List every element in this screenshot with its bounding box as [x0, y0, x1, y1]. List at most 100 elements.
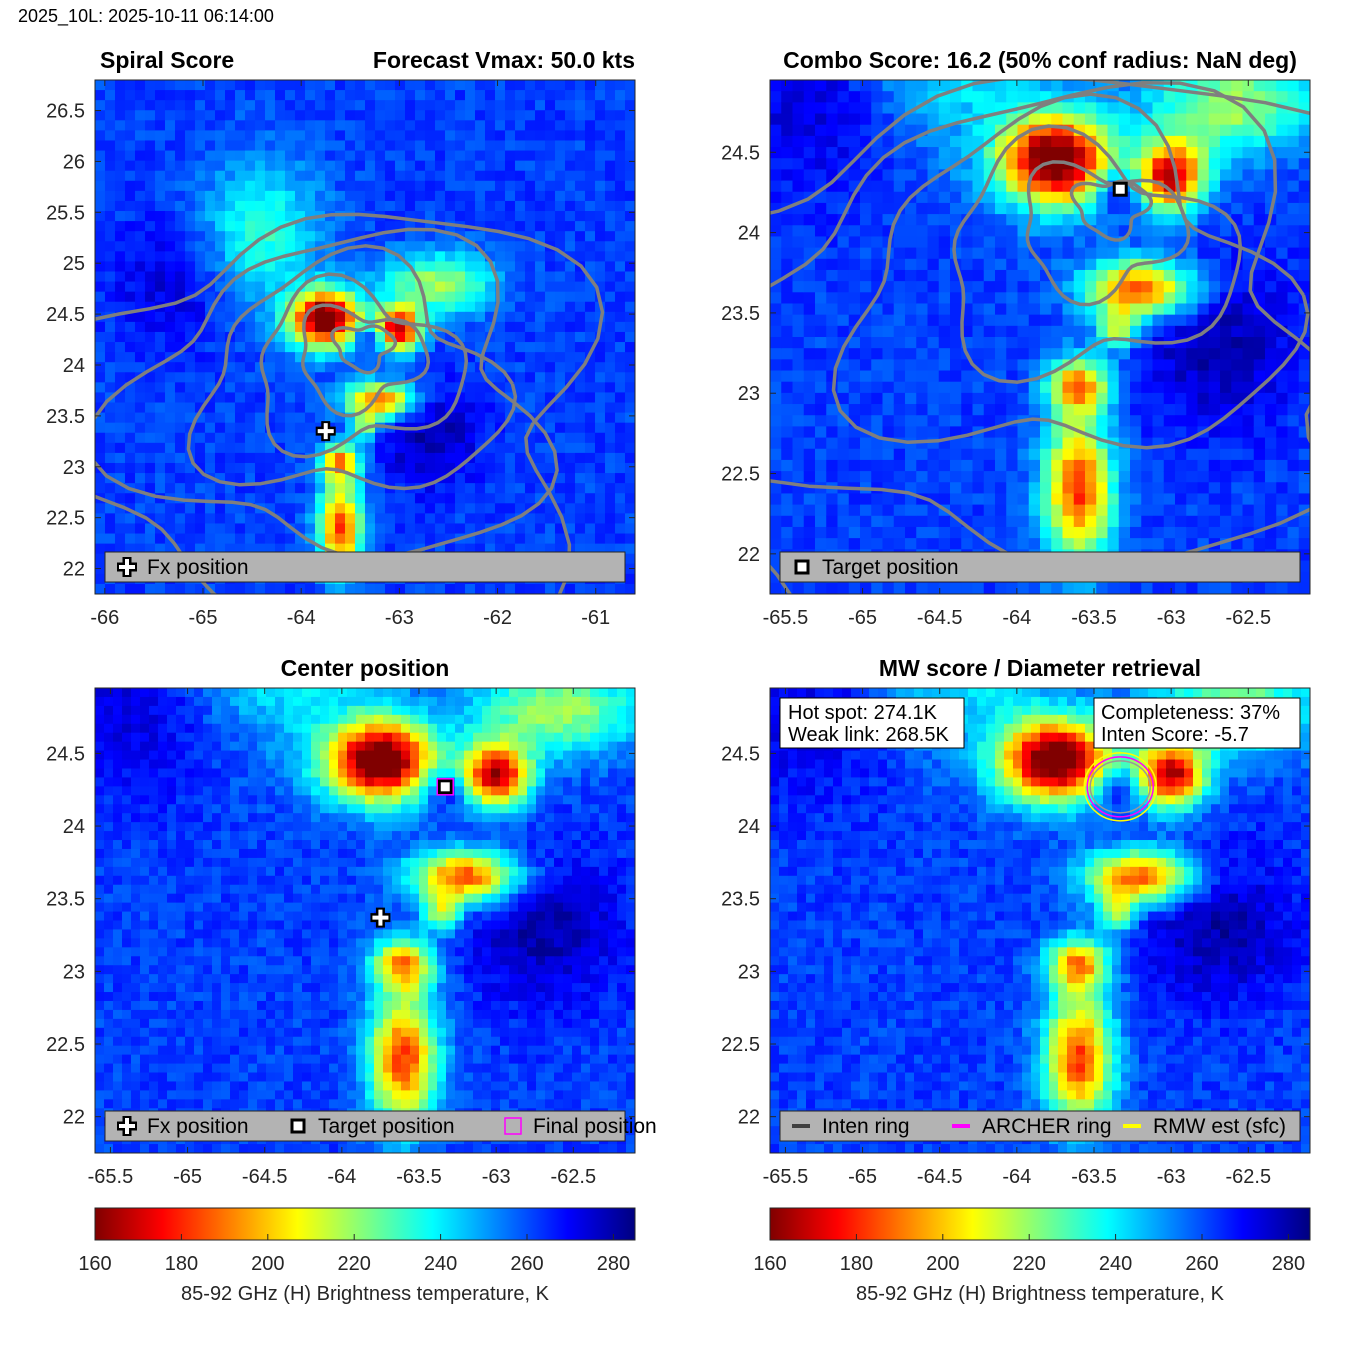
ytick-label: 23.5 [46, 889, 85, 911]
legend-label: Inten ring [822, 1115, 910, 1138]
ytick-label: 24.5 [46, 304, 85, 326]
ytick-label: 22 [738, 1107, 760, 1129]
ytick-label: 26.5 [46, 101, 85, 123]
ytick-label: 24 [738, 816, 760, 838]
info-box-right: Completeness: 37%Inten Score: -5.7 [1093, 697, 1301, 749]
panel-4: -65.5 -65 -64.5 -64 -63.5 -63 -62.5 22 22.5 23 23.… [721, 655, 1311, 1188]
xtick-label: -62.5 [550, 1166, 596, 1188]
xtick-label: -64 [327, 1166, 356, 1188]
ytick-label: 24 [63, 355, 85, 377]
ytick-label: 23 [738, 961, 760, 983]
info-line: Weak link: 268.5K [788, 724, 949, 746]
info-line: Completeness: 37% [1101, 702, 1280, 724]
info-line: Hot spot: 274.1K [788, 702, 938, 724]
colorbar-tick-label: 200 [926, 1253, 959, 1275]
ytick-label: 22 [63, 559, 85, 581]
legend-label: Target position [822, 556, 959, 579]
colorbar-tick-label: 280 [1272, 1253, 1305, 1275]
colorbar-tick-label: 240 [424, 1253, 457, 1275]
colorbar-label: 85-92 GHz (H) Brightness temperature, K [181, 1283, 550, 1305]
xtick-label: -64 [1002, 607, 1031, 629]
xtick-label: -65 [848, 1166, 877, 1188]
ring-2 [1083, 752, 1157, 822]
final-position-marker [436, 778, 454, 796]
legend-label: Fx position [147, 556, 249, 579]
xtick-label: -64.5 [917, 1166, 963, 1188]
legend-label: RMW est (sfc) [1153, 1115, 1286, 1138]
xtick-label: -63.5 [1071, 607, 1117, 629]
colorbar-tick-label: 160 [78, 1253, 111, 1275]
colorbar-tick-label: 240 [1099, 1253, 1132, 1275]
score-contours-1 [95, 212, 605, 594]
heatmap-2 [770, 80, 1310, 594]
panel-title-right: Forecast Vmax: 50.0 kts [373, 47, 635, 73]
legend-3: Fx position Target position Final position [104, 1110, 657, 1142]
target-position-marker [437, 779, 453, 795]
ring-1 [1086, 756, 1154, 818]
ytick-label: 23.5 [721, 889, 760, 911]
legend-4: Inten ring ARCHER ring RMW est (sfc) [779, 1110, 1301, 1142]
heatmap-1 [95, 80, 635, 594]
ytick-label: 26 [63, 151, 85, 173]
colorbar-gradient [769, 1207, 1311, 1241]
panel-2: -65.5 -65 -64.5 -64 -63.5 -63 -62.5 22 22.5 23 23.… [721, 47, 1311, 629]
ytick-label: 24.5 [721, 142, 760, 164]
ring-0 [1089, 760, 1151, 814]
xtick-label: -65 [189, 607, 218, 629]
xtick-label: -63 [1157, 607, 1186, 629]
colorbar-tick-label: 220 [1013, 1253, 1046, 1275]
ytick-label: 24.5 [46, 743, 85, 765]
ytick-label: 23 [63, 961, 85, 983]
xtick-label: -64 [287, 607, 316, 629]
colorbar-tick-label: 280 [597, 1253, 630, 1275]
ytick-label: 23.5 [46, 406, 85, 428]
colorbar-tick-label: 200 [251, 1253, 284, 1275]
colorbar-tick-label: 220 [338, 1253, 371, 1275]
legend-1: Fx position [104, 551, 626, 583]
xtick-label: -65.5 [763, 607, 809, 629]
info-line: Inten Score: -5.7 [1101, 724, 1249, 746]
colorbar-tick-label: 260 [1185, 1253, 1218, 1275]
colorbar-tick-label: 260 [510, 1253, 543, 1275]
xtick-label: -65 [848, 607, 877, 629]
xtick-label: -63 [1157, 1166, 1186, 1188]
heatmap-3 [95, 688, 635, 1153]
xtick-label: -66 [90, 607, 119, 629]
ytick-label: 22.5 [46, 508, 85, 530]
axes-frame-2 [769, 79, 1311, 595]
panel-3: -65.5 -65 -64.5 -64 -63.5 -63 -62.5 22 22.5 23 23.… [46, 655, 657, 1188]
ytick-label: 23.5 [721, 303, 760, 325]
xtick-label: -64.5 [242, 1166, 288, 1188]
ytick-label: 24 [63, 816, 85, 838]
legend-2: Target position [779, 551, 1301, 583]
panel-title: Combo Score: 16.2 (50% conf radius: NaN … [783, 47, 1297, 73]
xtick-label: -65.5 [88, 1166, 134, 1188]
ytick-label: 24.5 [721, 743, 760, 765]
axes-frame-4 [769, 687, 1311, 1154]
ytick-label: 22 [63, 1107, 85, 1129]
ytick-label: 22.5 [46, 1034, 85, 1056]
figure-suptitle: 2025_10L: 2025-10-11 06:14:00 [18, 6, 274, 26]
xtick-label: -62.5 [1225, 1166, 1271, 1188]
xtick-label: -63.5 [396, 1166, 442, 1188]
colorbar-tick-label: 160 [753, 1253, 786, 1275]
panel-title: MW score / Diameter retrieval [879, 655, 1201, 681]
ytick-label: 23 [738, 383, 760, 405]
ytick-label: 25.5 [46, 202, 85, 224]
score-contours-2 [770, 80, 1310, 594]
xtick-label: -63 [385, 607, 414, 629]
ytick-label: 22.5 [721, 464, 760, 486]
legend-label: Fx position [147, 1115, 249, 1138]
colorbar-tick-label: 180 [165, 1253, 198, 1275]
ytick-label: 22.5 [721, 1034, 760, 1056]
ytick-label: 25 [63, 253, 85, 275]
legend-label: Final position [533, 1115, 657, 1138]
xtick-label: -64.5 [917, 607, 963, 629]
xtick-label: -65.5 [763, 1166, 809, 1188]
xtick-label: -61 [581, 607, 610, 629]
target-position-marker [1112, 181, 1128, 197]
panel-1: -66 -65 -64 -63 -62 -61 22 22.5 23 23.5 24 24.5 25 25… [46, 47, 636, 629]
colorbar-1: 160 180 200 220 240 260 280 85-92 GHz (H) Brigh… [78, 1207, 636, 1305]
ytick-label: 23 [63, 457, 85, 479]
